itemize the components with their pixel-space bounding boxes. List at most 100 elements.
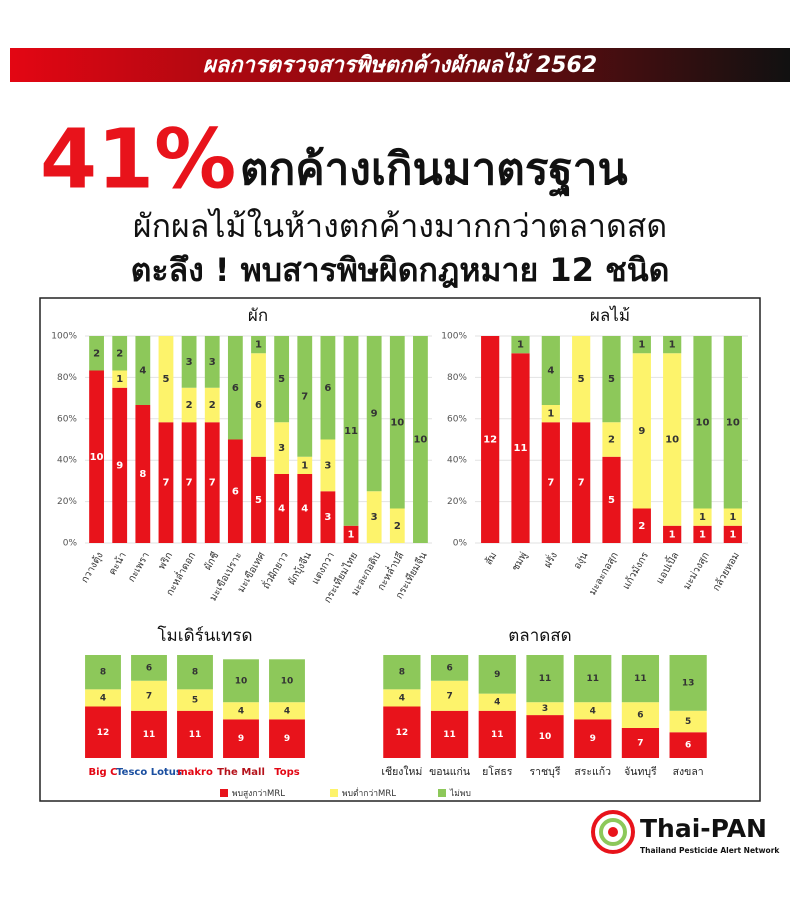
legend-swatch: [220, 789, 228, 797]
y-tick-label: 60%: [447, 414, 467, 424]
logo-dot: [608, 827, 618, 837]
value-label: 9: [371, 409, 378, 420]
logo-name: Thai-PAN: [640, 814, 767, 843]
value-label: 1: [699, 529, 706, 540]
value-label: 3: [278, 443, 285, 454]
bar-segment: [274, 336, 290, 423]
value-label: 10: [413, 435, 427, 446]
value-label: 8: [192, 668, 198, 678]
value-label: 3: [186, 357, 193, 368]
value-label: 9: [590, 734, 596, 744]
store-logo: Tesco Lotus: [116, 767, 182, 778]
value-label: 3: [324, 460, 331, 471]
value-label: 11: [491, 730, 504, 740]
bar-segment: [204, 422, 220, 543]
bar-segment: [632, 353, 651, 509]
chart-title: โมเดิร์นเทรด: [157, 625, 252, 646]
bar-segment: [227, 336, 243, 440]
value-label: 2: [186, 400, 193, 411]
value-label: 7: [578, 478, 585, 489]
bar-segment: [478, 693, 516, 711]
value-label: 2: [394, 521, 401, 532]
value-label: 6: [446, 663, 452, 673]
value-label: 1: [669, 529, 676, 540]
bar-segment: [366, 491, 382, 543]
value-label: 4: [494, 698, 500, 708]
value-label: 6: [232, 383, 239, 394]
value-label: 1: [669, 340, 676, 351]
y-tick-label: 100%: [441, 332, 467, 342]
bar-segment: [85, 655, 121, 690]
bar-segment: [320, 336, 336, 440]
bar-segment: [723, 525, 742, 543]
bar-segment: [430, 680, 469, 711]
bar-segment: [85, 689, 121, 707]
bar-segment: [383, 706, 421, 758]
x-tick-label: ขอนแก่น: [429, 766, 470, 778]
bar-segment: [541, 422, 560, 543]
value-label: 1: [699, 512, 706, 523]
value-label: 11: [344, 426, 358, 437]
y-tick-label: 20%: [447, 497, 467, 507]
bar-segment: [693, 525, 712, 543]
bar-segment: [269, 659, 305, 703]
store-logo: Big C: [88, 767, 117, 778]
value-label: 1: [547, 409, 554, 420]
bar-segment: [693, 336, 712, 509]
bar-segment: [602, 422, 621, 457]
bar-segment: [663, 525, 682, 543]
value-label: 10: [90, 452, 104, 463]
value-label: 9: [238, 734, 244, 744]
bar-segment: [297, 456, 313, 474]
subtitle: ผักผลไม้ในห้างตกค้างมากกว่าตลาดสด: [133, 207, 667, 245]
value-label: 1: [638, 340, 645, 351]
bar-segment: [663, 336, 682, 354]
value-label: 1: [729, 529, 736, 540]
bar-segment: [112, 370, 128, 388]
value-label: 7: [301, 391, 308, 402]
bar-segment: [621, 702, 660, 728]
bar-segment: [574, 655, 612, 703]
bar-segment: [663, 353, 682, 526]
value-label: 9: [116, 460, 123, 471]
bar-segment: [269, 702, 305, 720]
bar-segment: [621, 727, 660, 758]
bar-segment: [526, 702, 564, 716]
bar-segment: [135, 405, 151, 543]
note: ตะลึง ! พบสารพิษผิดกฎหมาย 12 ชนิด: [131, 251, 670, 289]
bar-segment: [366, 336, 382, 492]
value-label: 5: [192, 696, 198, 706]
bar-segment: [112, 387, 128, 543]
bar-segment: [85, 706, 121, 758]
value-label: 4: [590, 706, 596, 716]
bar-segment: [181, 422, 197, 543]
value-label: 9: [284, 734, 290, 744]
banner: [10, 48, 790, 82]
bar-segment: [177, 655, 213, 690]
x-tick-label: ราชบุรี: [530, 765, 561, 778]
bar-segment: [602, 336, 621, 423]
value-label: 7: [146, 691, 152, 701]
value-label: 4: [284, 706, 290, 716]
value-label: 5: [608, 495, 615, 506]
value-label: 6: [324, 383, 331, 394]
value-label: 5: [278, 374, 285, 385]
bar-segment: [204, 336, 220, 388]
bar-segment: [251, 456, 266, 543]
chart-title: ตลาดสด: [508, 626, 571, 646]
bar-segment: [181, 387, 197, 423]
bar-segment: [223, 719, 259, 758]
bar-segment: [383, 689, 421, 707]
value-label: 6: [232, 486, 239, 497]
value-label: 10: [390, 417, 404, 428]
value-label: 7: [186, 478, 193, 489]
bar-segment: [112, 336, 128, 371]
bar-segment: [274, 474, 290, 543]
legend-label: ไม่พบ: [449, 788, 471, 799]
bar-segment: [511, 336, 530, 354]
bar-segment: [297, 336, 313, 457]
bar-segment: [204, 387, 220, 423]
value-label: 8: [139, 469, 146, 480]
bar-segment: [320, 491, 336, 543]
